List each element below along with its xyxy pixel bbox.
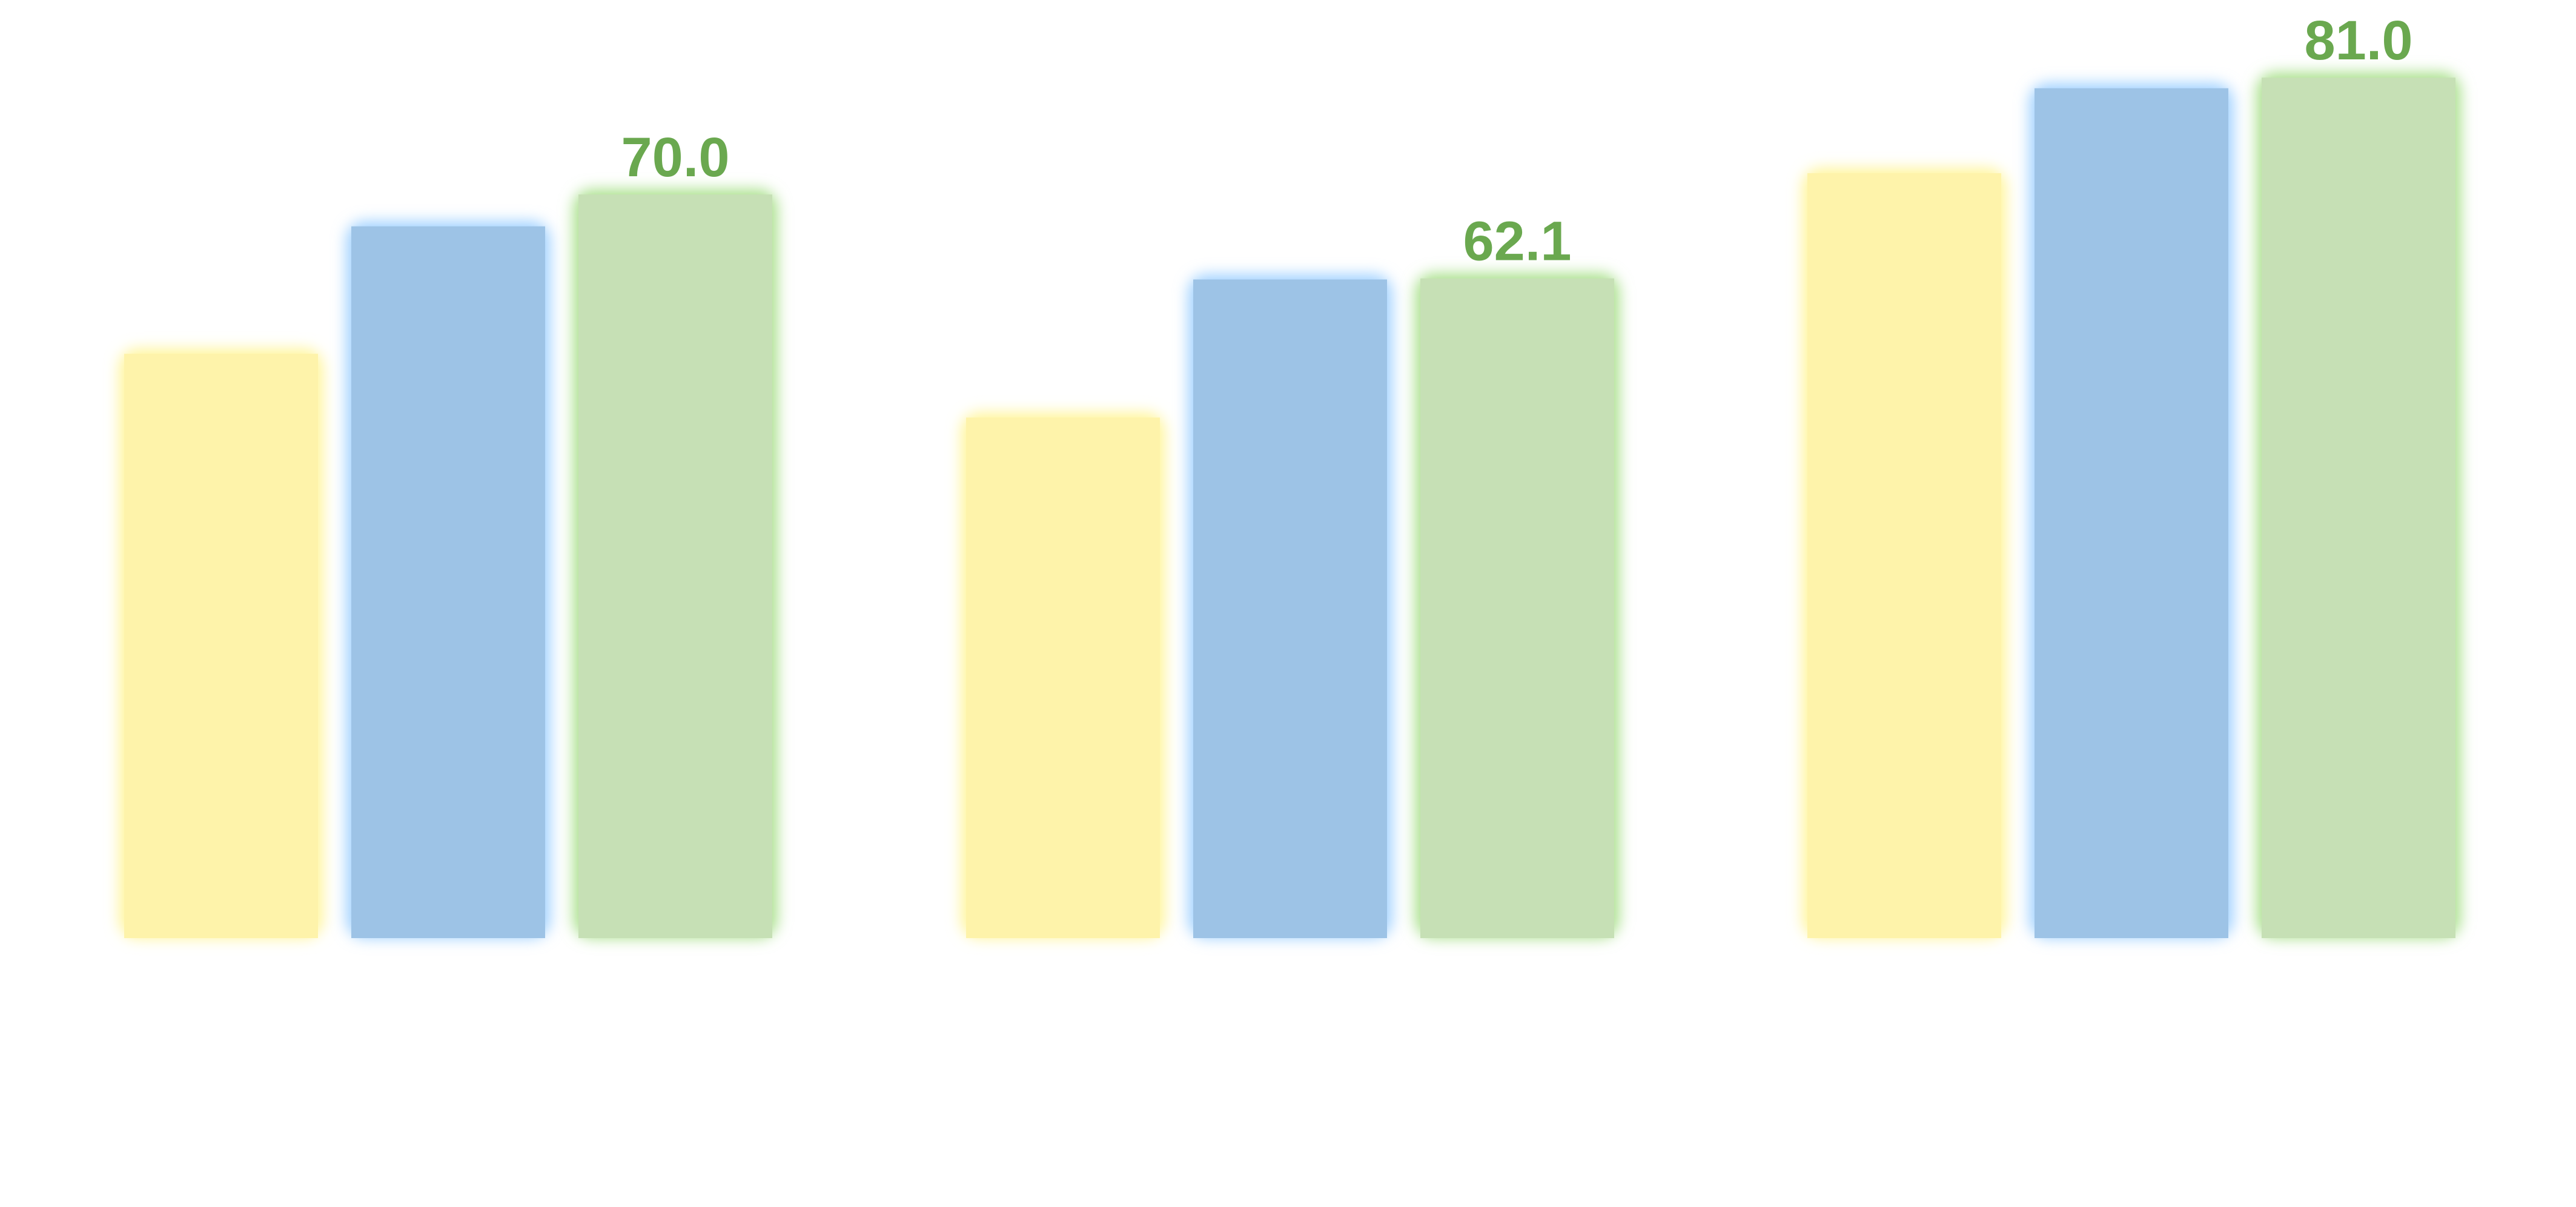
- bar: [124, 354, 318, 938]
- bar: [1807, 173, 2001, 939]
- bar: [2035, 88, 2228, 938]
- bar: [1420, 278, 1614, 939]
- data-label: 81.0: [2304, 10, 2412, 71]
- bar: [351, 226, 545, 938]
- bar: [2262, 78, 2455, 939]
- data-labels-layer: 70.0 62.1 81.0: [621, 10, 2412, 273]
- bars-layer: [119, 73, 2460, 939]
- data-label: 70.0: [621, 127, 729, 188]
- bar: [1193, 279, 1387, 939]
- data-label: 62.1: [1463, 211, 1571, 273]
- bar: [578, 194, 772, 938]
- bar: [966, 417, 1160, 938]
